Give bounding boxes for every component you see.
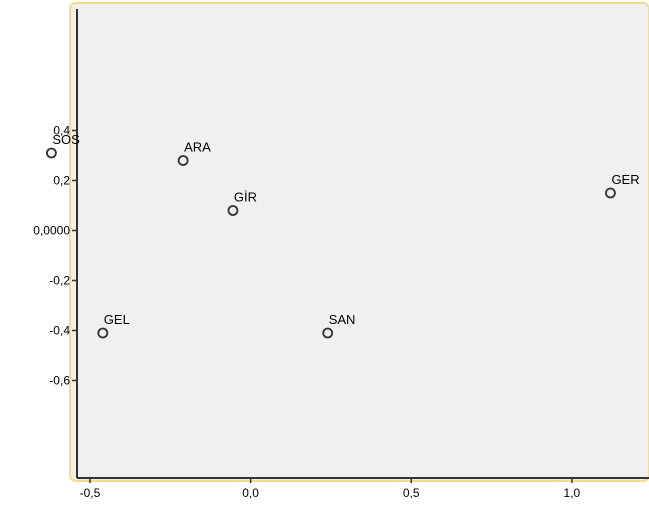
data-point-label: GEL bbox=[104, 312, 130, 327]
y-tick-label: 0,2 bbox=[53, 174, 70, 188]
y-axis-ticks: 0,4 0,2 0,0000 -0,2 -0,4 -0,6 bbox=[33, 124, 77, 388]
x-tick-label: 0,0 bbox=[242, 486, 259, 500]
x-tick-label: -0,5 bbox=[80, 486, 101, 500]
data-point-marker bbox=[227, 205, 239, 216]
x-axis-ticks: -0,5 0,0 0,5 1,0 bbox=[80, 478, 581, 500]
data-points: SOS ARA GİR GER GEL SAN bbox=[46, 132, 640, 339]
data-point-label: GİR bbox=[234, 190, 257, 205]
y-tick-label: 0,4 bbox=[53, 124, 70, 138]
data-point-marker bbox=[177, 155, 189, 166]
x-tick-label: 0,5 bbox=[403, 486, 420, 500]
data-point-marker bbox=[46, 147, 57, 159]
data-point-marker bbox=[97, 327, 109, 339]
data-point-label: SOS bbox=[52, 132, 80, 147]
data-point-marker bbox=[605, 187, 616, 199]
data-point-label: SAN bbox=[329, 312, 356, 327]
plot-background bbox=[70, 3, 649, 481]
data-point-marker bbox=[322, 327, 334, 339]
plot-frame bbox=[69, 2, 649, 482]
y-tick-label: -0,4 bbox=[49, 324, 70, 338]
y-tick-label: -0,6 bbox=[49, 374, 70, 388]
data-point-label: GER bbox=[611, 172, 639, 187]
data-point-label: ARA bbox=[184, 140, 211, 155]
y-tick-label: 0,0000 bbox=[33, 224, 70, 238]
x-tick-label: 1,0 bbox=[564, 486, 581, 500]
y-tick-label: -0,2 bbox=[49, 274, 70, 288]
